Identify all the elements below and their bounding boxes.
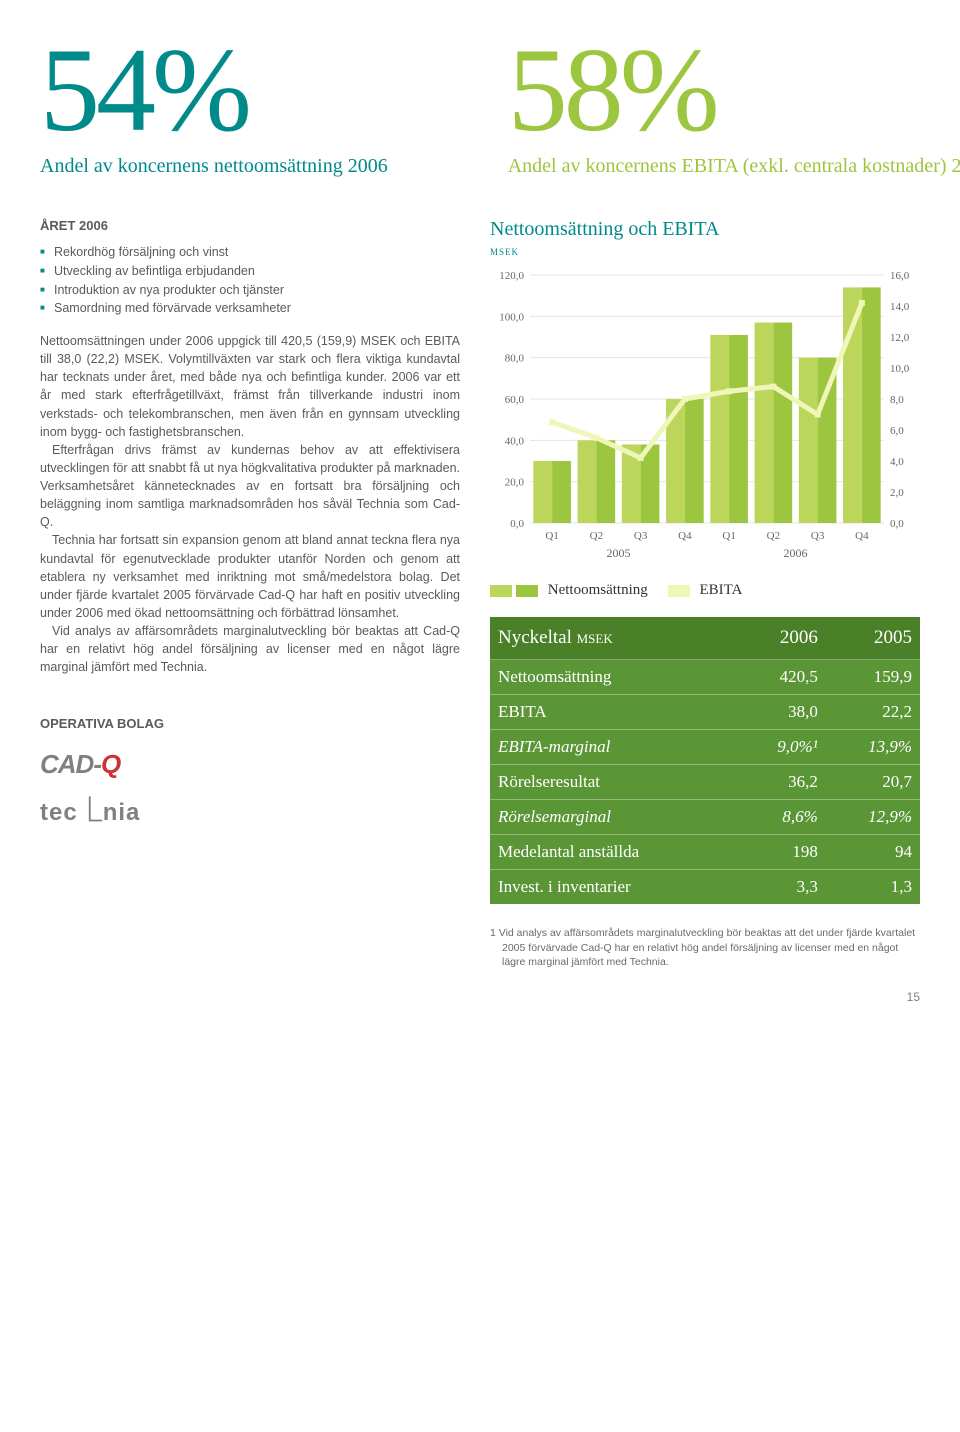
body-paragraph: Nettoomsättningen under 2006 uppgick til… <box>40 332 460 441</box>
stat-left-pct: 54% <box>40 30 388 150</box>
svg-text:60,0: 60,0 <box>505 394 525 406</box>
table-cell-2005: 20,7 <box>826 765 920 800</box>
table-cell-2005: 13,9% <box>826 730 920 765</box>
table-header-row: Nyckeltal msek 2006 2005 <box>490 617 920 660</box>
svg-text:Q4: Q4 <box>678 530 692 542</box>
legend-netto-label: Nettoomsättning <box>548 582 648 598</box>
table-cell-label: Rörelseresultat <box>490 765 737 800</box>
table-row: EBITA-marginal9,0%¹13,9% <box>490 730 920 765</box>
cadq-logo: CAD-Q <box>40 749 460 780</box>
table-cell-2005: 159,9 <box>826 660 920 695</box>
svg-text:14,0: 14,0 <box>890 301 910 313</box>
svg-text:Q3: Q3 <box>634 530 648 542</box>
chart: 120,0 100,0 80,0 60,0 40,0 20,0 0,0 16,0 14,0 12,… <box>490 267 920 572</box>
svg-text:Q1: Q1 <box>722 530 735 542</box>
aret-bullet: Introduktion av nya produkter och tjänst… <box>40 281 460 300</box>
aret-bullet: Utveckling av befintliga erbjudanden <box>40 262 460 281</box>
table-cell-label: Invest. i inventarier <box>490 870 737 905</box>
legend-swatch-dark <box>516 585 538 597</box>
table-row: EBITA38,022,2 <box>490 695 920 730</box>
svg-text:80,0: 80,0 <box>505 353 525 365</box>
svg-text:4,0: 4,0 <box>890 456 904 468</box>
table-cell-2006: 198 <box>737 835 826 870</box>
page-number: 15 <box>490 990 920 1004</box>
svg-text:8,0: 8,0 <box>890 394 904 406</box>
aret-bullets: Rekordhög försäljning och vinstUtvecklin… <box>40 243 460 318</box>
legend-ebita: EBITA <box>668 582 743 599</box>
right-column: Nettoomsättning och EBITA msek 120,0 100,… <box>490 218 920 1004</box>
table-cell-label: Nettoomsättning <box>490 660 737 695</box>
table-row: Rörelseresultat36,220,7 <box>490 765 920 800</box>
table-col-2006: 2006 <box>737 617 826 660</box>
table-cell-label: Medelantal anställda <box>490 835 737 870</box>
table-cell-2006: 420,5 <box>737 660 826 695</box>
body-paragraph: Efterfrågan drivs främst av kundernas be… <box>40 441 460 532</box>
stat-left-sub: Andel av koncernens nettoomsättning 2006 <box>40 154 388 178</box>
svg-text:2,0: 2,0 <box>890 487 904 499</box>
table-row: Rörelsemarginal8,6%12,9% <box>490 800 920 835</box>
legend-netto: Nettoomsättning <box>490 582 648 599</box>
table-cell-2005: 94 <box>826 835 920 870</box>
body-paragraph: Vid analys av affärsområdets marginalutv… <box>40 622 460 676</box>
table-cell-2005: 12,9% <box>826 800 920 835</box>
stat-right: 58% Andel av koncernens EBITA (exkl. cen… <box>508 30 960 178</box>
table-body: Nettoomsättning420,5159,9EBITA38,022,2EB… <box>490 660 920 905</box>
aret-bullet: Rekordhög försäljning och vinst <box>40 243 460 262</box>
body-paragraph: Technia har fortsatt sin expansion genom… <box>40 531 460 622</box>
technia-logo: tec⎿nia <box>40 792 460 827</box>
svg-text:2005: 2005 <box>607 546 631 560</box>
stat-left: 54% Andel av koncernens nettoomsättning … <box>40 30 388 178</box>
svg-text:40,0: 40,0 <box>505 435 525 447</box>
svg-text:2006: 2006 <box>784 546 808 560</box>
operativa-header: OPERATIVA BOLAG <box>40 716 460 731</box>
aret-bullet: Samordning med förvärvade verksamheter <box>40 299 460 318</box>
table-row: Nettoomsättning420,5159,9 <box>490 660 920 695</box>
table-cell-label: Rörelsemarginal <box>490 800 737 835</box>
svg-text:12,0: 12,0 <box>890 332 910 344</box>
legend-ebita-label: EBITA <box>700 582 743 598</box>
table-cell-label: EBITA-marginal <box>490 730 737 765</box>
stat-right-pct: 58% <box>508 30 960 150</box>
table-cell-label: EBITA <box>490 695 737 730</box>
svg-text:20,0: 20,0 <box>505 477 525 489</box>
aret-header: ÅRET 2006 <box>40 218 460 233</box>
stat-right-sub: Andel av koncernens EBITA (exkl. central… <box>508 154 960 178</box>
chart-unit: msek <box>490 243 920 259</box>
table-cell-2006: 3,3 <box>737 870 826 905</box>
svg-text:0,0: 0,0 <box>510 518 524 530</box>
aret-body: Nettoomsättningen under 2006 uppgick til… <box>40 332 460 676</box>
svg-text:Q3: Q3 <box>811 530 825 542</box>
legend-swatch-light <box>490 585 512 597</box>
table-row: Invest. i inventarier3,31,3 <box>490 870 920 905</box>
table-cell-2006: 9,0%¹ <box>737 730 826 765</box>
chart-legend: Nettoomsättning EBITA <box>490 582 920 599</box>
chart-svg: 120,0 100,0 80,0 60,0 40,0 20,0 0,0 16,0 14,0 12,… <box>490 267 920 567</box>
nyckeltal-table: Nyckeltal msek 2006 2005 Nettoomsättning… <box>490 617 920 904</box>
svg-text:Q1: Q1 <box>545 530 558 542</box>
table-cell-2006: 36,2 <box>737 765 826 800</box>
top-stats: 54% Andel av koncernens nettoomsättning … <box>40 30 920 178</box>
footnote: 1 Vid analys av affärsområdets marginalu… <box>490 926 920 970</box>
left-column: ÅRET 2006 Rekordhög försäljning och vins… <box>40 218 460 1004</box>
svg-text:10,0: 10,0 <box>890 363 910 375</box>
table-cell-2005: 22,2 <box>826 695 920 730</box>
table-cell-2006: 8,6% <box>737 800 826 835</box>
legend-swatch-line <box>668 585 690 597</box>
table-row: Medelantal anställda19894 <box>490 835 920 870</box>
chart-title: Nettoomsättning och EBITA <box>490 218 920 241</box>
svg-text:6,0: 6,0 <box>890 425 904 437</box>
svg-text:Q2: Q2 <box>767 530 780 542</box>
svg-text:100,0: 100,0 <box>499 311 524 323</box>
svg-text:Q4: Q4 <box>855 530 869 542</box>
svg-text:120,0: 120,0 <box>499 270 524 282</box>
svg-text:0,0: 0,0 <box>890 518 904 530</box>
svg-text:16,0: 16,0 <box>890 270 910 282</box>
table-col-2005: 2005 <box>826 617 920 660</box>
main-content: ÅRET 2006 Rekordhög försäljning och vins… <box>40 218 920 1004</box>
svg-text:Q2: Q2 <box>590 530 603 542</box>
table-title: Nyckeltal msek <box>490 617 737 660</box>
table-cell-2006: 38,0 <box>737 695 826 730</box>
table-cell-2005: 1,3 <box>826 870 920 905</box>
